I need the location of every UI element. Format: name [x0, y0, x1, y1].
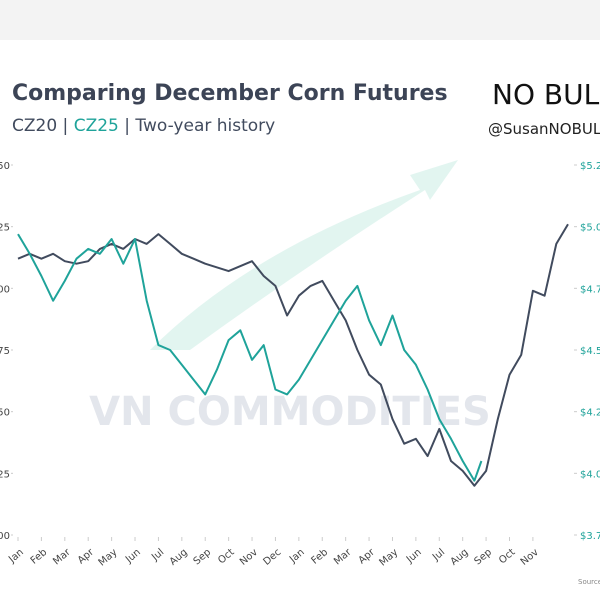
series-line — [17, 233, 483, 482]
subtitle-part: | — [57, 116, 74, 136]
subtitle-part: | Two-year history — [119, 116, 275, 136]
y-tick-label: $3.50 — [0, 408, 10, 419]
y-tick-label: $3.00 — [0, 531, 10, 542]
subtitle-part: CZ25 — [74, 116, 119, 136]
y2-tick-label: $5.00 — [580, 223, 600, 234]
watermark-arrow — [150, 160, 458, 350]
watermark: VN COMMODITIES — [89, 389, 491, 435]
chart-subtitle: CZ20 | CZ25 | Two-year history — [12, 116, 275, 136]
y2-tick-label: $4.75 — [580, 284, 600, 295]
y2-tick-label: $4.25 — [580, 408, 600, 419]
y2-tick-label: $4.00 — [580, 469, 600, 480]
handle: @SusanNOBULL — [488, 120, 600, 138]
y-tick-label: $3.75 — [0, 346, 10, 357]
brand: NO BULL — [492, 78, 600, 111]
y-tick-label: $4.50 — [0, 161, 10, 172]
subtitle-part: CZ20 — [12, 116, 57, 136]
y2-tick-label: $5.25 — [580, 161, 600, 172]
top-band — [0, 0, 600, 40]
y-tick-label: $3.25 — [0, 469, 10, 480]
y-tick-label: $4.25 — [0, 223, 10, 234]
y2-tick-label: $4.50 — [580, 346, 600, 357]
source: Source — [578, 578, 600, 586]
y2-tick-label: $3.75 — [580, 531, 600, 542]
chart-title: Comparing December Corn Futures — [12, 81, 448, 106]
y-tick-label: $4.00 — [0, 284, 10, 295]
